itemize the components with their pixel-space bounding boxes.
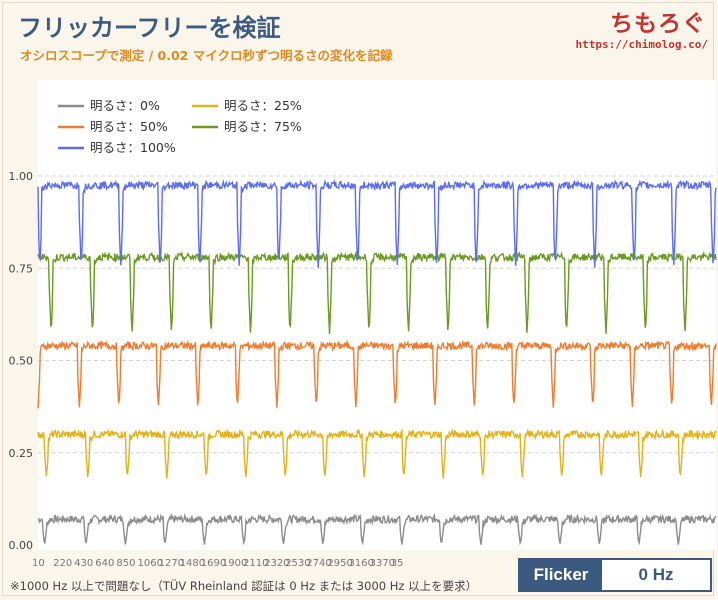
flicker-result: Flicker 0 Hz <box>518 558 712 592</box>
series-line <box>37 179 717 268</box>
x-tick-label: 3160 <box>349 558 374 569</box>
series-line <box>37 512 717 546</box>
x-tick-label: 1690 <box>201 558 226 569</box>
x-tick-label: 3370 <box>370 558 395 569</box>
legend-label: 明るさ：75% <box>224 119 302 134</box>
x-tick-label: 2740 <box>306 558 331 569</box>
x-tick-label: 1060 <box>138 558 163 569</box>
y-tick-label: 0.75 <box>9 262 34 275</box>
x-tick-label: 2110 <box>243 558 268 569</box>
x-tick-label: 10 <box>32 558 45 569</box>
legend-label: 明るさ：0% <box>90 98 160 113</box>
flicker-label: Flicker <box>520 560 602 590</box>
x-tick-label: 430 <box>74 558 93 569</box>
y-tick-label: 0.00 <box>9 539 34 552</box>
series-line <box>37 428 717 479</box>
page-title: フリッカーフリーを検証 <box>18 14 281 42</box>
y-tick-label: 1.00 <box>9 170 34 183</box>
y-tick-label: 0.50 <box>9 355 34 368</box>
x-tick-label: 1270 <box>159 558 184 569</box>
x-tick-label: 1900 <box>222 558 247 569</box>
x-tick-label: 2320 <box>264 558 289 569</box>
x-tick-label: 1480 <box>180 558 205 569</box>
x-tick-label: 220 <box>53 558 72 569</box>
legend-label: 明るさ：50% <box>90 119 168 134</box>
legend-label: 明るさ：100% <box>90 140 176 155</box>
footnote: ※1000 Hz 以上で問題なし（TÜV Rheinland 認証は 0 Hz … <box>10 579 478 593</box>
series-line <box>37 250 717 335</box>
site-logo: ちもろぐ <box>610 11 706 37</box>
x-tick-label: 2950 <box>327 558 352 569</box>
x-tick-label: 640 <box>95 558 114 569</box>
legend-label: 明るさ：25% <box>224 98 302 113</box>
x-tick-label: 2530 <box>285 558 310 569</box>
plot-area <box>38 80 716 550</box>
site-url: https://chimolog.co/ <box>575 38 708 51</box>
flicker-value: 0 Hz <box>602 560 710 590</box>
x-tick-label: 35 <box>391 558 404 569</box>
page-subtitle: オシロスコープで測定 / 0.02 マイクロ秒ずつ明るさの変化を記録 <box>20 48 393 63</box>
x-tick-label: 850 <box>116 558 135 569</box>
series-line <box>37 339 717 409</box>
y-tick-label: 0.25 <box>9 447 34 460</box>
